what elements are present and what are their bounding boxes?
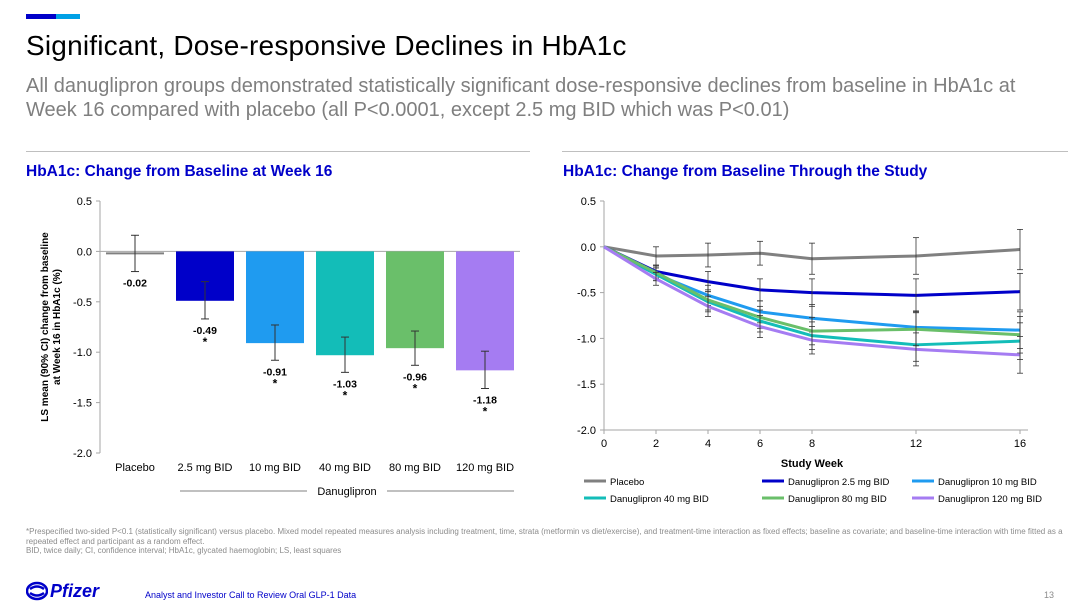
bar-significance-asterisk: * [273, 376, 278, 390]
line-chart-x-tick-label: 16 [1014, 438, 1026, 450]
bar-chart-y-tick-label: -1.0 [73, 347, 92, 359]
bar-category-label: 10 mg BID [249, 462, 301, 474]
left-divider [26, 151, 530, 152]
bar-category-label: 80 mg BID [389, 462, 441, 474]
line-chart-x-tick-label: 0 [601, 438, 607, 450]
bar-category-label: Placebo [115, 462, 155, 474]
line-chart-x-axis-label: Study Week [781, 458, 844, 470]
legend-label: Danuglipron 10 mg BID [938, 477, 1037, 488]
line-chart-y-tick-label: -2.0 [577, 425, 596, 437]
pfizer-logo: Pfizer [26, 578, 99, 604]
footnote-text: *Prespecified two-sided P<0.1 (statistic… [26, 527, 1063, 546]
accent-bar [26, 14, 80, 19]
accent-bar-dark [26, 14, 56, 19]
bar-120-mg-bid [456, 251, 514, 371]
bar-chart-y-tick-label: 0.0 [77, 246, 92, 258]
line-chart-x-tick-label: 6 [757, 438, 763, 450]
accent-bar-light [56, 14, 80, 19]
legend-label: Placebo [610, 477, 644, 488]
legend-label: Danuglipron 2.5 mg BID [788, 477, 890, 488]
line-chart-y-tick-label: 0.5 [581, 196, 596, 208]
footnote: *Prespecified two-sided P<0.1 (statistic… [26, 527, 1066, 556]
bar-chart-y-tick-label: 0.5 [77, 196, 92, 208]
bar-category-label: 2.5 mg BID [177, 462, 232, 474]
line-chart-y-tick-label: -1.5 [577, 379, 596, 391]
pfizer-logo-icon [26, 581, 48, 601]
legend-label: Danuglipron 40 mg BID [610, 494, 709, 505]
pfizer-logo-text: Pfizer [50, 580, 100, 601]
legend-label: Danuglipron 120 mg BID [938, 494, 1042, 505]
bar-chart-y-tick-label: -1.5 [73, 398, 92, 410]
line-chart: 0.5 0.0 -0.5 -1.0 -1.5 -2.0 0 2 4 6 8 12 16 Study Wee… [577, 196, 1042, 505]
bar-y-label-line: LS mean (90% CI) change from baseline [40, 232, 51, 422]
line-chart-y-tick-label: -0.5 [577, 288, 596, 300]
bar-value-label: -0.49 [193, 325, 217, 337]
bar-significance-asterisk: * [483, 404, 488, 418]
bar-chart-y-tick-label: -2.0 [73, 448, 92, 460]
legend-label: Danuglipron 80 mg BID [788, 494, 887, 505]
bar-value-label: -1.18 [473, 394, 497, 406]
footer-tagline: Analyst and Investor Call to Review Oral… [145, 590, 357, 600]
bar-chart: 0.5 0.0 -0.5 -1.0 -1.5 -2.0 Placebo 2.5 mg BID 1… [40, 196, 520, 498]
line-chart-legend: Placebo Danuglipron 2.5 mg BID Danuglipron… [584, 477, 1042, 505]
right-divider [562, 151, 1068, 152]
bar-chart-title: HbA1c: Change from Baseline at Week 16 [26, 163, 333, 180]
page-subtitle: All danuglipron groups demonstrated stat… [26, 75, 1016, 121]
page-title: Significant, Dose-responsive Declines in… [26, 30, 627, 61]
bar-category-label: 40 mg BID [319, 462, 371, 474]
bar-category-label: 120 mg BID [456, 462, 514, 474]
bar-value-label: -0.96 [403, 371, 427, 383]
bar-y-label-line: at Week 16 in HbA1c (%) [52, 269, 63, 385]
bar-value-label: -1.03 [333, 378, 357, 390]
bar-significance-asterisk: * [343, 388, 348, 402]
footnote-abbreviations: BID, twice daily; CI, confidence interva… [26, 546, 342, 555]
line-chart-x-tick-label: 4 [705, 438, 711, 450]
line-chart-y-tick-label: 0.0 [581, 242, 596, 254]
page-number: 13 [1043, 590, 1054, 600]
line-chart-x-tick-label: 2 [653, 438, 659, 450]
bar-chart-y-axis-label: LS mean (90% CI) change from baselineat … [40, 232, 63, 422]
bar-group-label: Danuglipron [317, 486, 376, 498]
bar-significance-asterisk: * [203, 335, 208, 349]
bar-value-label: -0.91 [263, 366, 287, 378]
line-chart-x-tick-label: 12 [910, 438, 922, 450]
line-chart-x-tick-label: 8 [809, 438, 815, 450]
bar-value-label: -0.02 [123, 278, 147, 290]
bar-significance-asterisk: * [413, 381, 418, 395]
line-chart-y-tick-label: -1.0 [577, 333, 596, 345]
bar-chart-y-tick-label: -0.5 [73, 297, 92, 309]
line-chart-title: HbA1c: Change from Baseline Through the … [563, 163, 928, 180]
